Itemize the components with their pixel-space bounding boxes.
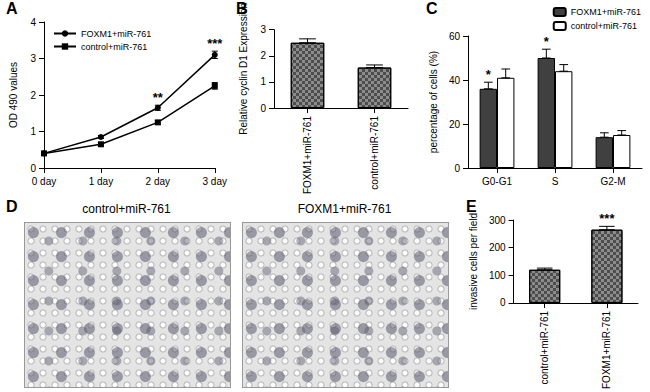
svg-text:FOXM1+miR-761: FOXM1+miR-761 (81, 29, 151, 39)
svg-text:1: 1 (30, 126, 36, 137)
svg-text:FOXM1+miR-761: FOXM1+miR-761 (571, 7, 641, 17)
svg-text:0: 0 (30, 163, 36, 174)
svg-text:0: 0 (500, 297, 506, 308)
svg-text:0: 0 (260, 103, 266, 114)
svg-text:***: *** (207, 36, 223, 51)
svg-text:60: 60 (449, 31, 461, 42)
svg-text:**: ** (153, 90, 164, 105)
svg-text:control+miR-761: control+miR-761 (369, 116, 380, 190)
svg-text:invasive cells per field: invasive cells per field (468, 213, 479, 310)
svg-text:OD 490 values: OD 490 values (8, 62, 19, 128)
svg-text:FOXM1+miR-761: FOXM1+miR-761 (302, 116, 313, 195)
svg-text:300: 300 (489, 215, 506, 226)
svg-text:control+miR-761: control+miR-761 (571, 21, 637, 31)
svg-text:2 day: 2 day (146, 176, 170, 187)
svg-text:0 day: 0 day (32, 176, 56, 187)
svg-text:3 day: 3 day (203, 176, 227, 187)
svg-text:2: 2 (260, 50, 266, 61)
svg-text:Relative cyclin D1 Expression: Relative cyclin D1 Expression (238, 3, 249, 135)
svg-text:1 day: 1 day (89, 176, 113, 187)
svg-text:40: 40 (449, 75, 461, 86)
svg-text:*: * (486, 67, 492, 82)
svg-text:FOXM1+miR-761: FOXM1+miR-761 (601, 310, 612, 389)
svg-text:*: * (544, 34, 550, 49)
svg-text:3: 3 (260, 24, 266, 35)
svg-text:***: *** (599, 211, 615, 226)
svg-text:control+miR-761: control+miR-761 (81, 42, 147, 52)
svg-text:G0-G1: G0-G1 (482, 176, 512, 187)
svg-text:0: 0 (454, 163, 460, 174)
svg-text:4: 4 (30, 17, 36, 28)
svg-text:1: 1 (260, 76, 266, 87)
svg-text:100: 100 (489, 270, 506, 281)
svg-text:200: 200 (489, 242, 506, 253)
svg-text:2: 2 (30, 90, 36, 101)
svg-text:S: S (552, 176, 559, 187)
svg-text:percentage of cells (%): percentage of cells (%) (428, 51, 439, 153)
svg-text:control+miR-761: control+miR-761 (539, 310, 550, 384)
svg-text:G2-M: G2-M (601, 176, 626, 187)
svg-text:3: 3 (30, 53, 36, 64)
svg-text:20: 20 (449, 119, 461, 130)
